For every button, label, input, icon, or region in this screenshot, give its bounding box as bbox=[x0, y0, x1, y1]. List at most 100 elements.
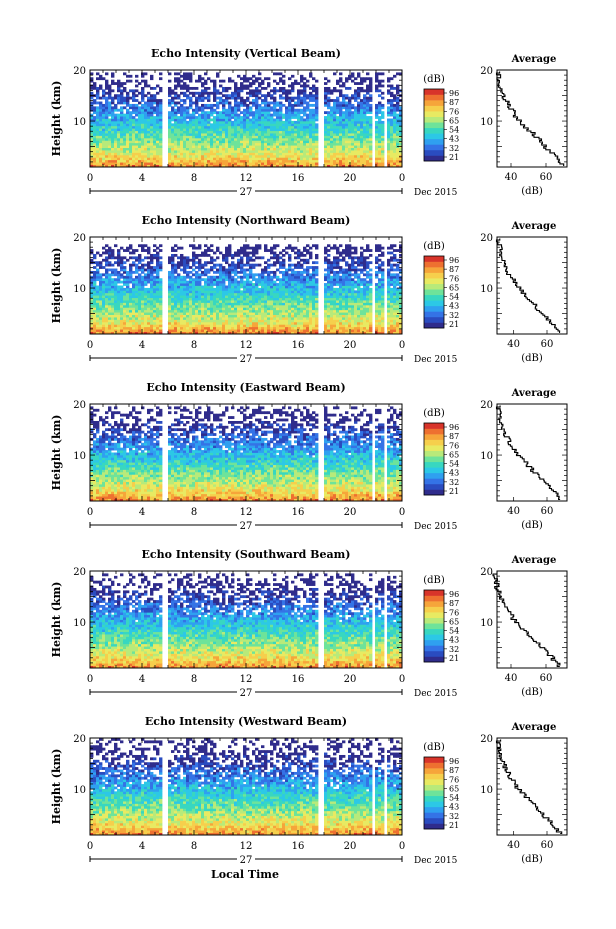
heatmap-cell bbox=[111, 137, 115, 141]
heatmap-cell bbox=[387, 106, 391, 110]
heatmap-cell bbox=[153, 307, 157, 311]
heatmap-cell bbox=[111, 249, 115, 252]
heatmap-cell bbox=[120, 89, 124, 93]
heatmap-cell bbox=[117, 135, 121, 139]
heatmap-cell bbox=[168, 89, 172, 93]
heatmap-cell bbox=[243, 297, 247, 301]
heatmap-cell bbox=[237, 125, 241, 129]
heatmap-cell bbox=[366, 137, 370, 141]
heatmap-cell bbox=[99, 133, 103, 136]
heatmap-cell bbox=[183, 319, 187, 323]
heatmap-cell bbox=[192, 263, 196, 267]
heatmap-cell bbox=[339, 77, 343, 81]
heatmap-cell bbox=[108, 84, 112, 88]
heatmap-cell bbox=[237, 283, 241, 286]
heatmap-cell bbox=[111, 164, 115, 168]
heatmap-cell bbox=[114, 133, 118, 136]
heatmap-cell bbox=[147, 84, 151, 88]
heatmap-cell bbox=[204, 331, 208, 335]
heatmap-cell bbox=[360, 142, 364, 146]
heatmap-cell bbox=[156, 287, 160, 291]
heatmap-cell bbox=[348, 125, 352, 129]
heatmap-cell bbox=[240, 283, 244, 286]
heatmap-cell bbox=[207, 329, 211, 332]
heatmap-cell bbox=[132, 304, 136, 308]
heatmap-cell bbox=[345, 113, 349, 117]
heatmap-cell bbox=[324, 94, 328, 98]
heatmap-cell bbox=[339, 130, 343, 134]
heatmap-cell bbox=[120, 101, 124, 105]
heatmap-cell bbox=[381, 142, 385, 146]
heatmap-cell bbox=[195, 304, 199, 308]
heatmap-cell bbox=[393, 164, 397, 168]
heatmap-cell bbox=[195, 246, 199, 250]
heatmap-cell bbox=[348, 103, 352, 107]
heatmap-cell bbox=[129, 162, 133, 165]
heatmap-cell bbox=[126, 96, 130, 100]
heatmap-cell bbox=[204, 319, 208, 323]
heatmap-cell bbox=[315, 135, 319, 139]
heatmap-cell bbox=[138, 113, 142, 117]
heatmap-cell bbox=[222, 113, 226, 117]
heatmap-cell bbox=[363, 113, 367, 117]
heatmap-cell bbox=[225, 297, 229, 301]
heatmap-cell bbox=[225, 145, 229, 148]
heatmap-cell bbox=[360, 135, 364, 139]
heatmap-cell bbox=[156, 324, 160, 328]
heatmap-cell bbox=[126, 120, 130, 124]
heatmap-cell bbox=[222, 319, 226, 323]
heatmap-cell bbox=[231, 304, 235, 308]
heatmap-cell bbox=[387, 135, 391, 139]
heatmap-cell bbox=[315, 123, 319, 127]
heatmap-cell bbox=[204, 140, 208, 144]
heatmap-cell bbox=[120, 154, 124, 158]
heatmap-cell bbox=[198, 319, 202, 323]
heatmap-cell bbox=[102, 283, 106, 286]
heatmap-cell bbox=[234, 300, 238, 303]
heatmap-cell bbox=[156, 270, 160, 274]
heatmap-cell bbox=[174, 116, 178, 119]
heatmap-cell bbox=[198, 140, 202, 144]
heatmap-cell bbox=[93, 159, 97, 163]
heatmap-cell bbox=[378, 128, 382, 132]
heatmap-cell bbox=[228, 145, 232, 148]
heatmap-cell bbox=[234, 86, 238, 90]
heatmap-cell bbox=[126, 147, 130, 151]
heatmap-cell bbox=[159, 331, 163, 335]
colorbar-segment bbox=[424, 133, 444, 140]
heatmap-cell bbox=[141, 108, 145, 112]
heatmap-cell bbox=[108, 302, 112, 306]
heatmap-cell bbox=[96, 152, 100, 156]
heatmap-cell bbox=[357, 152, 361, 156]
heatmap-cell bbox=[255, 314, 259, 318]
heatmap-cell bbox=[360, 159, 364, 163]
heatmap-cell bbox=[210, 137, 214, 141]
heatmap-cell bbox=[99, 317, 103, 320]
heatmap-cell bbox=[345, 152, 349, 156]
heatmap-cell bbox=[270, 150, 274, 153]
heatmap-cell bbox=[150, 154, 154, 158]
heatmap-cell bbox=[150, 319, 154, 323]
heatmap-cell bbox=[174, 96, 178, 100]
heatmap-cell bbox=[225, 159, 229, 163]
heatmap-cell bbox=[201, 145, 205, 148]
heatmap-cell bbox=[255, 154, 259, 158]
heatmap-cell bbox=[282, 120, 286, 124]
heatmap-cell bbox=[342, 113, 346, 117]
heatmap-cell bbox=[327, 116, 331, 119]
heatmap-cell bbox=[150, 120, 154, 124]
heatmap-cell bbox=[90, 258, 94, 262]
heatmap-cell bbox=[246, 324, 250, 328]
heatmap-cell bbox=[105, 261, 109, 265]
heatmap-cell bbox=[144, 309, 148, 313]
heatmap-cell bbox=[126, 326, 130, 330]
heatmap-cell bbox=[168, 326, 172, 330]
heatmap-cell bbox=[357, 103, 361, 107]
heatmap-cell bbox=[348, 118, 352, 122]
heatmap-cell bbox=[309, 130, 313, 134]
heatmap-cell bbox=[222, 79, 226, 83]
heatmap-cell bbox=[291, 152, 295, 156]
heatmap-cell bbox=[252, 94, 256, 98]
heatmap-cell bbox=[219, 329, 223, 332]
heatmap-cell bbox=[192, 145, 196, 148]
